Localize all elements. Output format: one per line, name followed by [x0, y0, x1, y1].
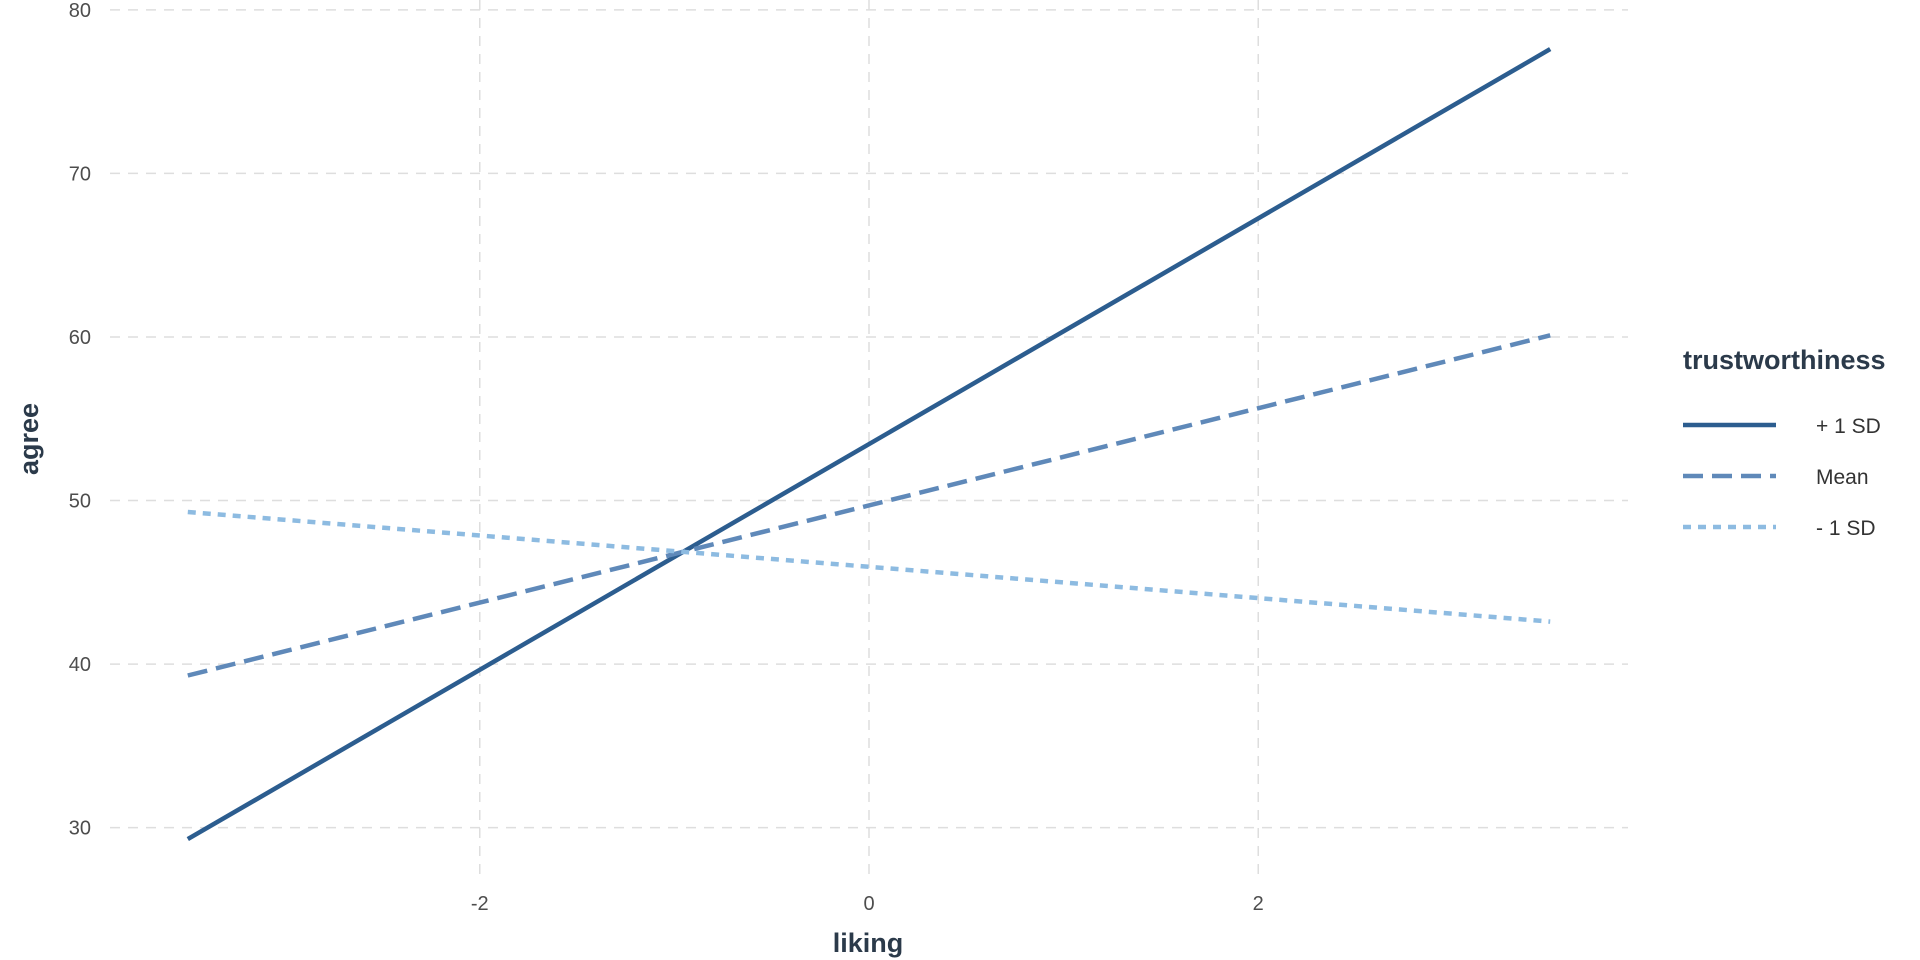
- legend-label-1-sd: - 1 SD: [1816, 517, 1876, 540]
- x-axis-title: liking: [833, 928, 904, 958]
- y-tick-label: 70: [69, 163, 91, 185]
- legend-items: + 1 SD Mean - 1 SD: [1683, 415, 1881, 540]
- y-tick-labels: 30 40 50 60 70 80: [69, 0, 91, 840]
- x-tick-labels: -2 0 2: [471, 893, 1264, 915]
- x-tick-label: -2: [471, 893, 489, 915]
- x-tick-label: 0: [863, 893, 874, 915]
- series-lines: [186, 47, 1552, 842]
- series-line-1-sd: [186, 47, 1552, 842]
- legend-title: trustworthiness: [1683, 345, 1886, 375]
- y-tick-label: 30: [69, 818, 91, 840]
- legend-label-mean: Mean: [1816, 466, 1869, 489]
- series-line-1-sd: [187, 509, 1551, 624]
- y-tick-label: 80: [69, 0, 91, 22]
- y-tick-label: 40: [69, 654, 91, 676]
- gridlines: [110, 0, 1628, 880]
- x-tick-label: 2: [1253, 893, 1264, 915]
- legend: trustworthiness + 1 SD Mean - 1 SD: [1683, 345, 1886, 540]
- y-tick-label: 50: [69, 491, 91, 513]
- y-tick-label: 60: [69, 327, 91, 349]
- series-line-mean: [187, 333, 1551, 678]
- y-axis-title: agree: [14, 403, 44, 475]
- legend-label-1-sd: + 1 SD: [1816, 415, 1881, 438]
